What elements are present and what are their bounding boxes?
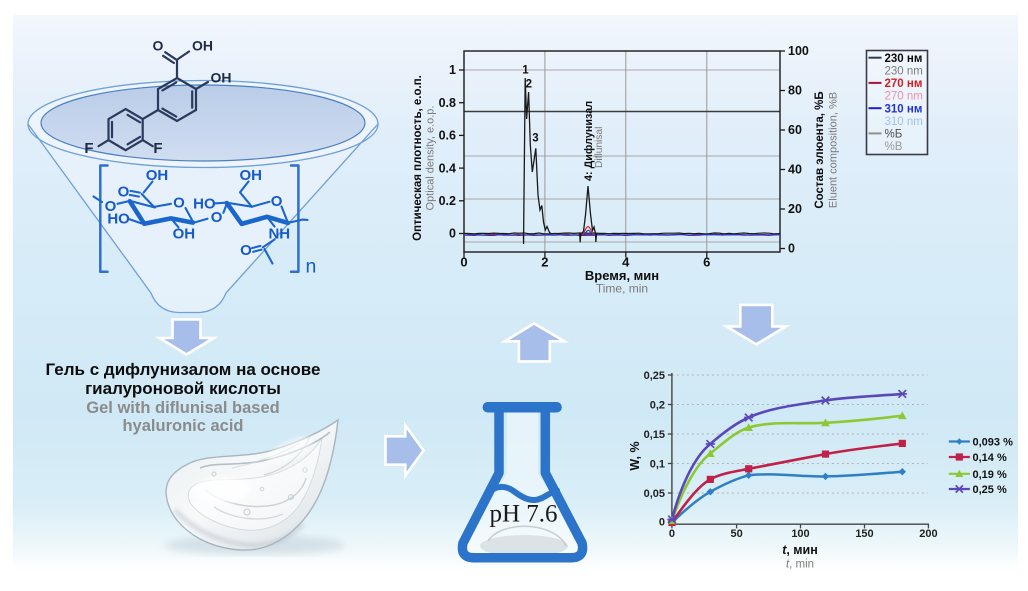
svg-text:0,05: 0,05 <box>644 488 665 500</box>
svg-text:O: O <box>105 198 117 215</box>
svg-text:2: 2 <box>526 79 532 91</box>
svg-text:OH: OH <box>192 38 213 54</box>
svg-text:F: F <box>153 140 162 157</box>
svg-text:270 нм: 270 нм <box>885 78 923 90</box>
svg-text:200: 200 <box>919 528 937 540</box>
svg-text:4: Дифлунизал: 4: Дифлунизал <box>583 101 595 181</box>
svg-text:Time, min: Time, min <box>596 282 648 296</box>
svg-text:0: 0 <box>449 227 456 241</box>
svg-text:0.8: 0.8 <box>439 96 456 110</box>
svg-text:O: O <box>240 242 252 259</box>
svg-text:HO: HO <box>193 196 216 213</box>
svg-text:0: 0 <box>460 255 467 270</box>
svg-text:270 nm: 270 nm <box>885 91 923 103</box>
svg-text:Gel with diflunisal based: Gel with diflunisal based <box>86 399 279 417</box>
svg-text:50: 50 <box>730 528 742 540</box>
svg-text:F: F <box>84 140 93 157</box>
svg-text:6: 6 <box>703 255 710 270</box>
svg-text:0,15: 0,15 <box>644 429 665 441</box>
svg-text:100: 100 <box>791 528 809 540</box>
svg-text:Optical density, e.o.p.: Optical density, e.o.p. <box>425 106 437 211</box>
svg-text:230 нм: 230 нм <box>885 53 923 65</box>
svg-text:OH: OH <box>146 167 169 184</box>
svg-text:O: O <box>271 193 283 210</box>
svg-text:W, %: W, % <box>628 441 642 470</box>
svg-text:0: 0 <box>659 517 665 529</box>
svg-text:100: 100 <box>788 44 809 58</box>
svg-text:pH 7.6: pH 7.6 <box>489 501 557 528</box>
svg-text:0,2: 0,2 <box>650 399 665 411</box>
svg-text:O: O <box>211 209 223 226</box>
svg-text:Eluent composition, %B: Eluent composition, %B <box>828 92 840 208</box>
svg-text:t, мин: t, мин <box>782 543 818 557</box>
svg-text:150: 150 <box>855 528 873 540</box>
svg-text:O: O <box>173 195 185 212</box>
svg-text:t, min: t, min <box>786 559 814 571</box>
svg-text:HO: HO <box>107 211 130 228</box>
svg-text:4: 4 <box>622 255 630 270</box>
svg-text:0.6: 0.6 <box>439 129 456 143</box>
svg-text:60: 60 <box>788 123 802 137</box>
svg-text:0.4: 0.4 <box>439 161 456 175</box>
svg-text:OH: OH <box>211 70 232 86</box>
svg-text:OH: OH <box>239 167 262 184</box>
svg-text:1: 1 <box>522 65 529 77</box>
svg-text:hyaluronic acid: hyaluronic acid <box>122 417 243 435</box>
svg-text:40: 40 <box>788 163 802 177</box>
svg-text:Состав элюента, %Б: Состав элюента, %Б <box>814 91 826 208</box>
svg-text:NH: NH <box>268 226 290 243</box>
svg-text:гиалуроновой кислоты: гиалуроновой кислоты <box>85 379 281 398</box>
svg-text:0,25: 0,25 <box>644 370 665 382</box>
svg-text:Оптическая плотность, е.о.п.: Оптическая плотность, е.о.п. <box>412 75 424 241</box>
svg-text:Гель с дифлунизалом на основе: Гель с дифлунизалом на основе <box>46 360 321 379</box>
svg-text:310 nm: 310 nm <box>885 116 923 128</box>
svg-text:%B: %B <box>885 141 903 153</box>
svg-text:%Б: %Б <box>885 129 903 141</box>
svg-text:OH: OH <box>173 226 196 243</box>
svg-text:Diflunisal: Diflunisal <box>594 127 605 168</box>
svg-text:310 нм: 310 нм <box>885 103 923 115</box>
svg-text:20: 20 <box>788 202 802 216</box>
svg-text:0,1: 0,1 <box>650 458 665 470</box>
svg-text:n: n <box>306 256 317 278</box>
svg-text:O: O <box>118 184 130 201</box>
svg-text:80: 80 <box>788 84 802 98</box>
svg-text:0,093 %: 0,093 % <box>973 437 1014 449</box>
svg-text:3: 3 <box>532 133 538 145</box>
svg-text:0.2: 0.2 <box>439 194 456 208</box>
svg-text:0: 0 <box>788 242 795 256</box>
svg-text:0,14 %: 0,14 % <box>973 452 1007 464</box>
svg-text:0,25 %: 0,25 % <box>973 484 1007 496</box>
svg-text:0: 0 <box>669 528 675 540</box>
svg-text:2: 2 <box>541 255 548 270</box>
svg-text:O: O <box>153 38 164 54</box>
svg-text:0,19 %: 0,19 % <box>973 469 1007 481</box>
svg-text:1: 1 <box>449 63 456 77</box>
svg-text:230 nm: 230 nm <box>885 65 923 77</box>
svg-text:Время, мин: Время, мин <box>585 268 659 283</box>
